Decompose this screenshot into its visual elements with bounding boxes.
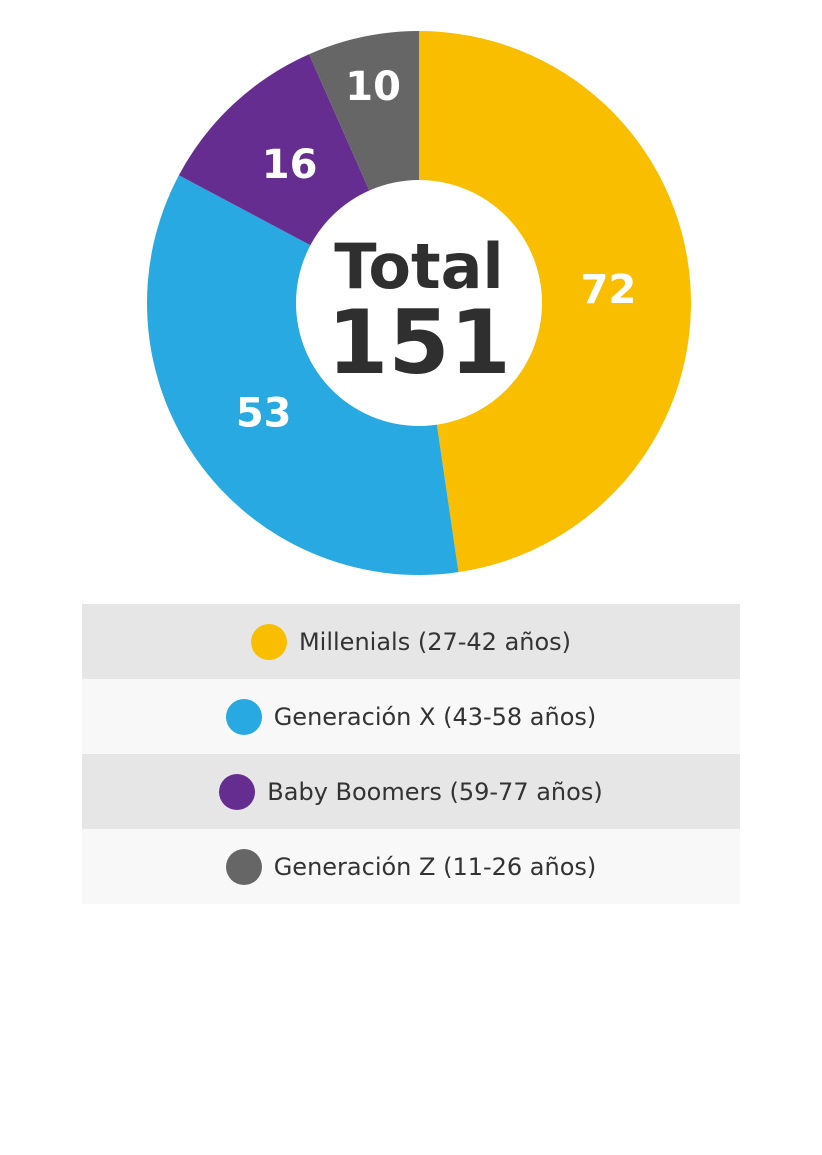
legend-swatch-baby-boomers [219, 773, 256, 810]
legend-swatch-millenials [250, 623, 287, 660]
legend-label-baby-boomers: Baby Boomers (59-77 años) [267, 777, 603, 806]
slice-label-generacion-x: 53 [236, 390, 292, 436]
slice-label-millenials: 72 [581, 267, 637, 313]
legend: Millenials (27-42 años) Generación X (43… [82, 604, 740, 904]
donut-chart: Total 151 72 53 16 10 [146, 31, 691, 575]
center-title: Total [334, 230, 503, 303]
legend-item-baby-boomers: Baby Boomers (59-77 años) [82, 754, 740, 829]
slice-millenials [419, 31, 691, 573]
slice-generacion-x [146, 175, 459, 575]
legend-label-generacion-x: Generación X (43-58 años) [273, 702, 597, 731]
legend-swatch-generacion-z [225, 848, 262, 885]
legend-item-generacion-z: Generación Z (11-26 años) [82, 829, 740, 904]
legend-item-generacion-x: Generación X (43-58 años) [82, 679, 740, 754]
legend-label-millenials: Millenials (27-42 años) [298, 627, 572, 656]
legend-swatch-generacion-x [225, 698, 262, 735]
slice-label-generacion-z: 10 [345, 64, 401, 110]
legend-item-millenials: Millenials (27-42 años) [82, 604, 740, 679]
center-total-value: 151 [327, 291, 511, 394]
donut-hole [296, 180, 542, 426]
legend-label-generacion-z: Generación Z (11-26 años) [273, 852, 597, 881]
slice-labels: 72 53 16 10 [236, 64, 636, 437]
slice-label-baby-boomers: 16 [262, 142, 318, 188]
